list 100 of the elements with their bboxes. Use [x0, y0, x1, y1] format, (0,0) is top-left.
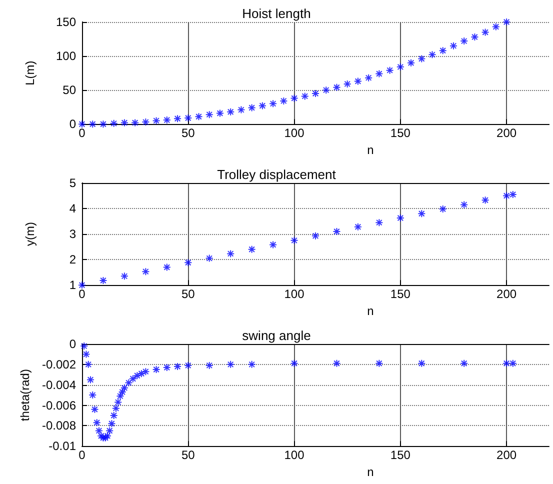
- point: [322, 86, 330, 94]
- point: [106, 426, 114, 435]
- point: [128, 374, 137, 383]
- x-axis-title: n: [367, 304, 374, 318]
- point: [375, 218, 384, 227]
- point: [92, 418, 101, 427]
- x-tick-label: 150: [390, 287, 411, 302]
- point: [502, 18, 511, 26]
- point: [407, 58, 416, 67]
- point: [449, 42, 458, 50]
- x-tick-label: 150: [390, 448, 411, 462]
- y-tick-label: 1: [69, 278, 76, 292]
- point: [174, 362, 182, 370]
- x-tick-label: 0: [78, 287, 86, 302]
- x-tick-label: 150: [390, 126, 411, 140]
- point: [226, 108, 235, 116]
- point: [290, 94, 298, 102]
- y-axis-title: theta(rad): [18, 369, 32, 422]
- point: [386, 66, 394, 74]
- point: [481, 28, 490, 36]
- y-axis-title: L(m): [23, 60, 37, 86]
- point: [248, 360, 256, 368]
- point: [258, 102, 266, 110]
- point: [269, 100, 278, 108]
- point: [162, 116, 171, 124]
- point: [216, 109, 224, 118]
- point: [312, 232, 320, 240]
- point: [492, 22, 500, 31]
- x-tick-label: 50: [181, 287, 196, 302]
- point: [118, 388, 126, 396]
- point: [142, 368, 150, 376]
- y-tick-label: -0.006: [42, 398, 76, 412]
- point: [418, 54, 426, 63]
- point: [78, 281, 86, 290]
- point: [226, 250, 235, 258]
- point: [142, 268, 150, 276]
- point: [88, 120, 97, 128]
- point: [354, 222, 362, 231]
- point: [460, 37, 468, 46]
- point: [332, 359, 341, 368]
- point: [116, 392, 124, 400]
- point: [112, 404, 120, 412]
- point: [137, 370, 146, 378]
- point: [290, 236, 298, 244]
- point: [502, 359, 511, 368]
- point: [438, 205, 447, 214]
- point: [205, 254, 214, 262]
- chart-title: Trolley displacement: [217, 167, 336, 182]
- point: [354, 77, 362, 86]
- x-tick-label: 100: [284, 287, 305, 302]
- point: [290, 359, 298, 368]
- x-tick-label: 200: [496, 126, 517, 140]
- point: [162, 363, 171, 372]
- point: [133, 372, 142, 380]
- point: [396, 214, 404, 222]
- y-tick-label: 0: [69, 117, 76, 132]
- point: [364, 74, 373, 82]
- point: [174, 114, 182, 123]
- point: [131, 118, 140, 127]
- point: [470, 32, 479, 41]
- point: [184, 258, 192, 267]
- point: [184, 114, 192, 122]
- point: [300, 92, 309, 100]
- point: [120, 272, 128, 280]
- point: [110, 411, 118, 420]
- point: [428, 50, 436, 59]
- point: [460, 200, 468, 209]
- y-tick-label: 150: [56, 15, 76, 29]
- point: [99, 276, 108, 285]
- point: [375, 70, 384, 78]
- y-tick-label: 3: [69, 227, 76, 242]
- point: [502, 192, 511, 200]
- point: [152, 366, 160, 374]
- point: [312, 89, 320, 98]
- x-axis-title: n: [367, 143, 374, 157]
- chart-title: swing angle: [242, 328, 311, 343]
- point: [78, 120, 86, 128]
- chart-title: Hoist length: [242, 6, 311, 21]
- point: [205, 110, 214, 119]
- point: [205, 361, 214, 370]
- x-tick-label: 0: [78, 126, 86, 140]
- point: [226, 360, 235, 368]
- point: [162, 263, 171, 272]
- y-tick-label: 5: [69, 176, 76, 190]
- point: [86, 376, 94, 384]
- point: [248, 245, 256, 254]
- point: [194, 112, 203, 121]
- point: [460, 359, 468, 368]
- point: [248, 104, 256, 112]
- y-tick-label: 100: [56, 49, 76, 64]
- point: [108, 420, 116, 428]
- point: [114, 398, 122, 406]
- point: [508, 359, 517, 368]
- point: [90, 405, 99, 414]
- point: [508, 190, 517, 198]
- y-tick-label: 50: [62, 83, 76, 98]
- point: [481, 196, 490, 204]
- point: [237, 106, 246, 114]
- point: [280, 96, 288, 105]
- y-axis-title: y(m): [23, 222, 37, 246]
